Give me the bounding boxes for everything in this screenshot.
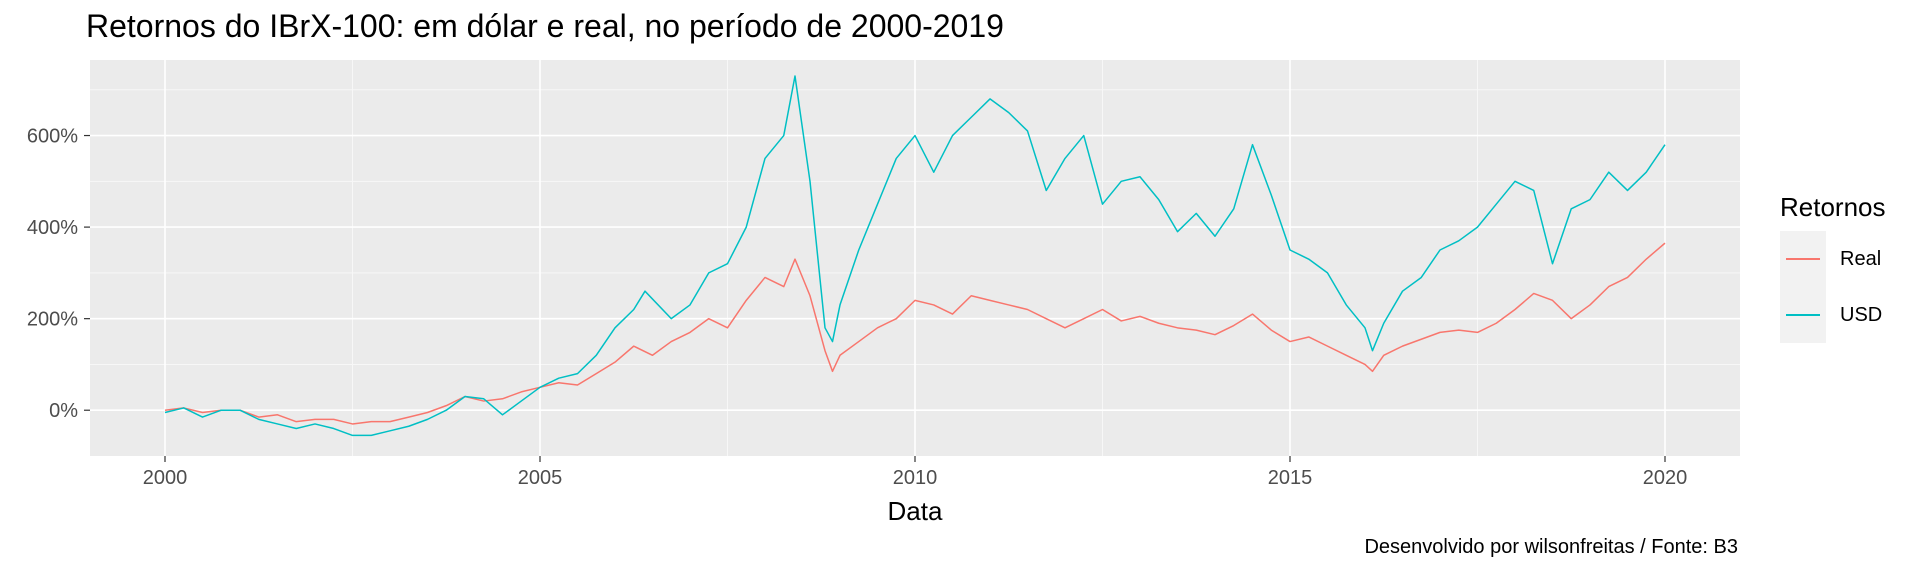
x-tick-label: 2020 [1643,467,1688,489]
x-tick-label: 2005 [518,467,563,489]
legend-label-usd: USD [1840,303,1883,326]
series-lines [164,75,1666,437]
chart-title: Retornos do IBrX-100: em dólar e real, n… [86,8,1004,44]
x-tick-label: 2015 [1268,467,1313,489]
caption: Desenvolvido por wilsonfreitas / Fonte: … [1364,536,1738,558]
y-tick-label: 200% [27,309,78,331]
y-tick-label: 600% [27,126,78,148]
legend-label-real: Real [1840,247,1882,270]
legend: Retornos Real USD [1780,192,1886,343]
series-line-real [164,242,1666,425]
legend-key-real [1780,231,1826,287]
major-gridlines [90,60,1740,456]
y-axis: 0% 200% 400% 600% [27,126,90,422]
x-tick-label: 2010 [893,467,938,489]
legend-title: Retornos [1780,192,1886,222]
legend-item-real: Real [1780,231,1886,287]
legend-key-usd [1780,287,1826,343]
series-line-usd [164,75,1666,437]
x-tick-label: 2000 [143,467,188,489]
y-tick-label: 0% [49,400,78,422]
x-axis-title: Data [888,496,943,526]
legend-item-usd: USD [1780,287,1886,343]
x-axis: 2000 2005 2010 2015 2020 [143,456,1688,489]
y-tick-label: 400% [27,217,78,239]
